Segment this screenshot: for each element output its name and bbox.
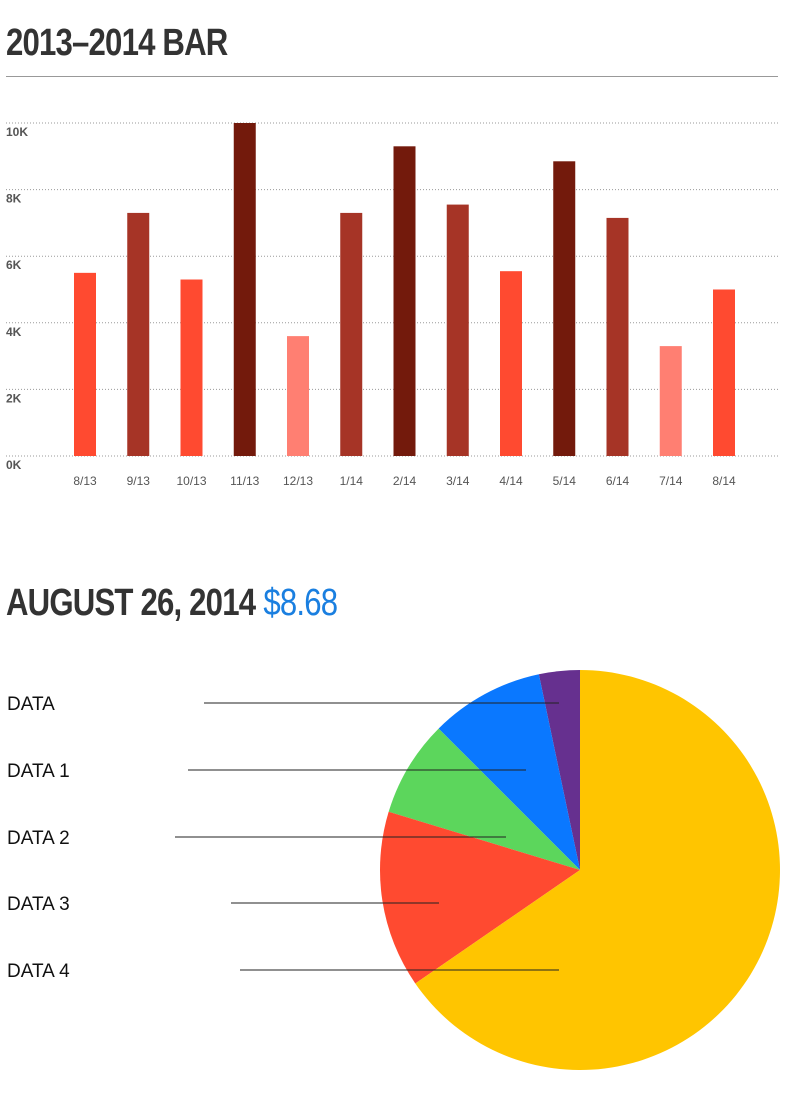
y-tick-label: 0K bbox=[6, 458, 22, 472]
x-tick-label: 1/14 bbox=[340, 474, 364, 488]
price-value: $8.68 bbox=[263, 582, 338, 624]
bar bbox=[287, 336, 309, 456]
bar bbox=[74, 272, 96, 456]
x-tick-label: 9/13 bbox=[127, 474, 151, 488]
bar bbox=[127, 212, 150, 456]
pie-slice bbox=[380, 811, 580, 984]
pie-slice bbox=[388, 728, 580, 870]
bar bbox=[233, 123, 256, 456]
y-tick-label: 6K bbox=[6, 258, 22, 272]
pie-slice bbox=[438, 674, 580, 870]
x-tick-label: 8/13 bbox=[73, 474, 97, 488]
y-tick-label: 2K bbox=[6, 391, 22, 405]
y-tick-label: 4K bbox=[6, 325, 22, 339]
bar bbox=[180, 279, 203, 456]
pie-legend-label: DATA 2 bbox=[7, 828, 70, 849]
pie-legend-label: DATA 4 bbox=[7, 961, 70, 982]
x-tick-label: 11/13 bbox=[230, 474, 259, 488]
bar-chart-title: 2013–2014 BAR bbox=[6, 22, 228, 64]
pie-legend-label: DATA 3 bbox=[7, 894, 70, 915]
x-tick-label: 10/13 bbox=[176, 474, 206, 488]
bar bbox=[393, 146, 416, 456]
x-tick-label: 7/14 bbox=[659, 474, 683, 488]
x-tick-label: 12/13 bbox=[283, 474, 313, 488]
x-tick-label: 2/14 bbox=[393, 474, 417, 488]
pie-slice bbox=[538, 670, 580, 870]
date-heading: AUGUST 26, 2014 bbox=[6, 582, 256, 624]
x-tick-label: 6/14 bbox=[606, 474, 630, 488]
x-tick-label: 8/14 bbox=[712, 474, 736, 488]
bar bbox=[659, 346, 682, 456]
bar bbox=[340, 212, 363, 456]
x-tick-label: 3/14 bbox=[446, 474, 470, 488]
bar bbox=[606, 217, 629, 456]
pie-legend-label: DATA 1 bbox=[7, 761, 70, 782]
pie-chart-title: AUGUST 26, 2014 $8.68 bbox=[6, 582, 338, 625]
bar bbox=[713, 289, 735, 456]
bar bbox=[500, 271, 522, 456]
bar bbox=[553, 161, 576, 457]
x-tick-label: 4/14 bbox=[499, 474, 523, 488]
x-tick-label: 5/14 bbox=[553, 474, 577, 488]
title-divider bbox=[6, 76, 778, 77]
y-tick-label: 10K bbox=[6, 125, 28, 139]
bar bbox=[446, 204, 469, 456]
y-tick-label: 8K bbox=[6, 192, 22, 206]
pie-legend-label: DATA bbox=[7, 694, 55, 715]
bar-chart: 0K 2K 4K 6K 8K 10K 8/13 9/13 10/13 11/13 12/13 1/14… bbox=[6, 122, 778, 488]
